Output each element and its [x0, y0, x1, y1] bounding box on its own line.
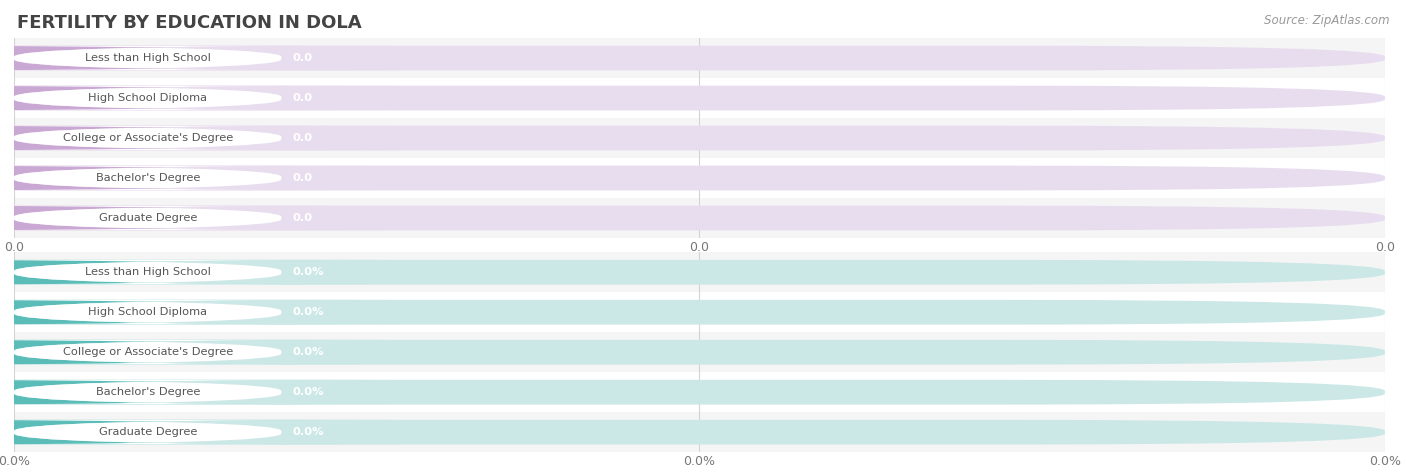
Text: Less than High School: Less than High School: [84, 267, 211, 278]
Text: FERTILITY BY EDUCATION IN DOLA: FERTILITY BY EDUCATION IN DOLA: [17, 14, 361, 32]
Text: High School Diploma: High School Diploma: [89, 93, 207, 103]
Text: 0.0: 0.0: [292, 93, 312, 103]
Bar: [14, 78, 1385, 118]
FancyBboxPatch shape: [0, 166, 396, 190]
FancyBboxPatch shape: [0, 340, 396, 365]
FancyBboxPatch shape: [14, 380, 1385, 405]
FancyBboxPatch shape: [14, 420, 1385, 445]
FancyBboxPatch shape: [0, 126, 396, 150]
FancyBboxPatch shape: [14, 300, 1385, 325]
FancyBboxPatch shape: [14, 206, 1385, 230]
FancyBboxPatch shape: [0, 420, 396, 445]
FancyBboxPatch shape: [0, 340, 396, 365]
Text: Less than High School: Less than High School: [84, 53, 211, 63]
FancyBboxPatch shape: [14, 46, 1385, 70]
FancyBboxPatch shape: [0, 300, 396, 325]
FancyBboxPatch shape: [14, 166, 1385, 190]
Bar: [14, 198, 1385, 238]
Bar: [14, 158, 1385, 198]
FancyBboxPatch shape: [0, 46, 396, 70]
FancyBboxPatch shape: [0, 380, 396, 405]
FancyBboxPatch shape: [0, 166, 396, 190]
Text: 0.0%: 0.0%: [292, 427, 323, 437]
Text: Bachelor's Degree: Bachelor's Degree: [96, 387, 200, 397]
FancyBboxPatch shape: [0, 260, 396, 285]
FancyBboxPatch shape: [14, 86, 1385, 110]
Text: Bachelor's Degree: Bachelor's Degree: [96, 173, 200, 183]
Text: 0.0%: 0.0%: [292, 347, 323, 357]
FancyBboxPatch shape: [0, 260, 396, 285]
Text: 0.0: 0.0: [292, 213, 312, 223]
Text: 0.0: 0.0: [292, 173, 312, 183]
Bar: [14, 38, 1385, 78]
Text: 0.0%: 0.0%: [292, 387, 323, 397]
Bar: [14, 118, 1385, 158]
FancyBboxPatch shape: [0, 86, 396, 110]
Text: Graduate Degree: Graduate Degree: [98, 427, 197, 437]
Text: Source: ZipAtlas.com: Source: ZipAtlas.com: [1264, 14, 1389, 27]
Text: 0.0: 0.0: [292, 53, 312, 63]
Bar: [14, 292, 1385, 332]
FancyBboxPatch shape: [0, 420, 396, 445]
FancyBboxPatch shape: [14, 260, 1385, 285]
FancyBboxPatch shape: [14, 126, 1385, 150]
Text: 0.0%: 0.0%: [292, 307, 323, 317]
FancyBboxPatch shape: [0, 380, 396, 405]
FancyBboxPatch shape: [0, 206, 396, 230]
Text: High School Diploma: High School Diploma: [89, 307, 207, 317]
FancyBboxPatch shape: [0, 300, 396, 325]
Bar: [14, 372, 1385, 412]
FancyBboxPatch shape: [0, 86, 396, 110]
Text: College or Associate's Degree: College or Associate's Degree: [63, 133, 233, 143]
Bar: [14, 252, 1385, 292]
FancyBboxPatch shape: [0, 126, 396, 150]
FancyBboxPatch shape: [14, 340, 1385, 365]
Text: 0.0%: 0.0%: [292, 267, 323, 278]
FancyBboxPatch shape: [0, 206, 396, 230]
Text: 0.0: 0.0: [292, 133, 312, 143]
Bar: [14, 412, 1385, 452]
Text: Graduate Degree: Graduate Degree: [98, 213, 197, 223]
Text: College or Associate's Degree: College or Associate's Degree: [63, 347, 233, 357]
Bar: [14, 332, 1385, 372]
FancyBboxPatch shape: [0, 46, 396, 70]
